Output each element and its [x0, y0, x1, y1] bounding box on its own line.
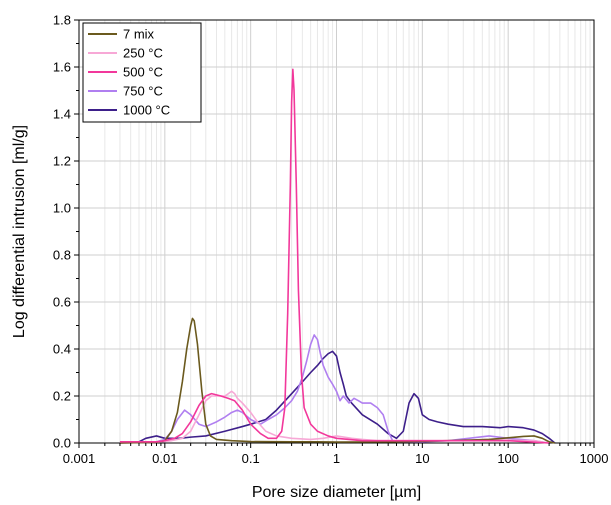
y-tick-label: 1.0: [53, 201, 71, 216]
x-tick-label: 10: [415, 451, 429, 466]
series-line: [119, 317, 556, 444]
y-axis-ticks: 0.0 0.2 0.4 0.6 0.8 1.0 1.2 1.4 1.6 1.8: [53, 13, 79, 451]
y-tick-label: 0.4: [53, 342, 71, 357]
x-tick-label: 100: [497, 451, 519, 466]
y-tick-label: 0.8: [53, 248, 71, 263]
x-tick-label: 0.01: [152, 451, 177, 466]
x-tick-label: 1000: [580, 451, 609, 466]
y-tick-label: 0.0: [53, 436, 71, 451]
series-layer: [119, 68, 556, 444]
legend: 7 mix 250 °C 500 °C 750 °C 1000 °C: [82, 22, 202, 123]
series-line: [119, 390, 550, 444]
x-axis-title: Pore size diameter [µm]: [252, 484, 421, 501]
y-tick-label: 1.2: [53, 154, 71, 169]
x-tick-label: 1: [333, 451, 340, 466]
series-line: [119, 334, 550, 444]
legend-label: 750 °C: [123, 84, 163, 99]
x-axis-ticks: 0.001 0.01 0.1 1 10 100 1000: [63, 443, 609, 466]
x-tick-label: 0.001: [63, 451, 96, 466]
legend-label: 7 mix: [123, 27, 155, 42]
y-tick-label: 0.6: [53, 295, 71, 310]
y-axis-title: Log differential intrusion [ml/g]: [11, 125, 28, 338]
legend-label: 1000 °C: [123, 103, 170, 118]
y-tick-label: 0.2: [53, 389, 71, 404]
series-line: [119, 68, 550, 444]
y-tick-label: 1.8: [53, 13, 71, 28]
legend-label: 250 °C: [123, 46, 163, 61]
y-tick-label: 1.6: [53, 60, 71, 75]
x-tick-label: 0.1: [242, 451, 260, 466]
series-line: [119, 350, 556, 444]
y-tick-label: 1.4: [53, 107, 71, 122]
legend-label: 500 °C: [123, 65, 163, 80]
